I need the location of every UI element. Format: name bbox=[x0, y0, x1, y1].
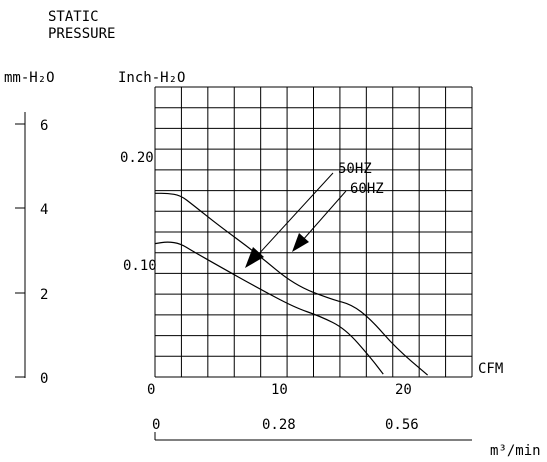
chart-curves bbox=[154, 192, 429, 376]
left-axis-label-6: 6 bbox=[40, 118, 48, 134]
chart-grid bbox=[154, 86, 473, 378]
arrow-60hz-shaft bbox=[301, 190, 347, 242]
bottom-axis-label-0-56: 0.56 bbox=[385, 417, 419, 433]
x-axis-title: CFM bbox=[478, 361, 503, 377]
bottom-axis-label-0-28: 0.28 bbox=[262, 417, 296, 433]
arrow-60hz bbox=[292, 190, 347, 252]
left-axis-label-2: 2 bbox=[40, 287, 48, 303]
left-axis-ticks bbox=[15, 123, 25, 378]
chart-title-line-2: PRESSURE bbox=[48, 26, 115, 42]
left-axis-label-0: 0 bbox=[40, 371, 48, 387]
arrow-50hz-head bbox=[245, 247, 264, 268]
bottom-axis-label-0: 0 bbox=[152, 417, 160, 433]
series-line-60hz bbox=[155, 192, 429, 376]
y-tick-label-0-20: 0.20 bbox=[120, 150, 154, 166]
x-tick-label-0: 0 bbox=[147, 382, 155, 398]
y-axis-title: Inch-H₂O bbox=[118, 70, 185, 86]
arrow-50hz bbox=[245, 172, 334, 268]
x-tick-label-20: 20 bbox=[395, 382, 412, 398]
y-tick-label-0-10: 0.10 bbox=[123, 258, 157, 274]
x-tick-label-10: 10 bbox=[271, 382, 288, 398]
series-line-50hz bbox=[154, 241, 384, 375]
left-axis-label-4: 4 bbox=[40, 202, 48, 218]
chart-title-line-1: STATIC bbox=[48, 9, 99, 25]
bottom-axis-title: m³/min bbox=[490, 443, 541, 459]
left-axis-title: mm-H₂O bbox=[4, 70, 55, 86]
arrow-50hz-shaft bbox=[255, 172, 334, 258]
series-label-60hz: 60HZ bbox=[350, 181, 384, 197]
series-label-50hz: 50HZ bbox=[338, 161, 372, 177]
arrow-60hz-head bbox=[292, 233, 309, 252]
